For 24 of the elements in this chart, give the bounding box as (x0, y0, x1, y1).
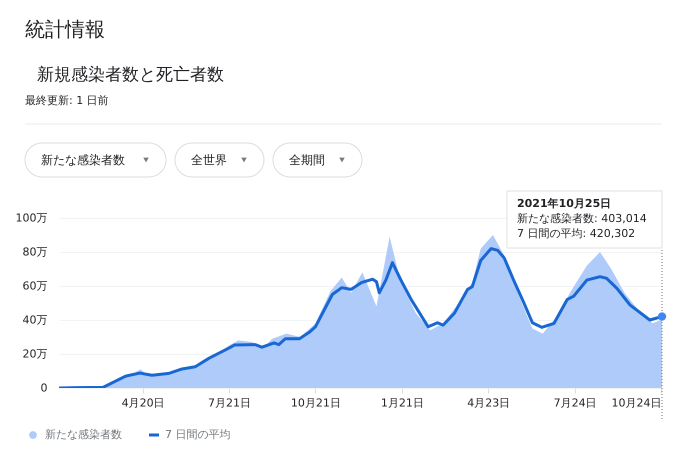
annotation: 7 日間の平均: 420,302 (517, 227, 636, 240)
text: 2021年10月25日 (517, 197, 612, 210)
legend-label: 7 日間の平均 (165, 428, 230, 441)
y-tick-label: 40万 (22, 314, 48, 326)
y-tick-label: 100万 (16, 212, 48, 224)
x-tick-label: 7月21日 (208, 396, 252, 410)
x-tick-label: 4月23日 (467, 396, 510, 410)
legend-label: 新たな感染者数 (45, 428, 122, 441)
chart-subtitle: 新規感染者数と死亡者数 (37, 65, 224, 85)
x-tick-label: 4月20日 (122, 396, 165, 410)
x-tick-label: 10月24日 (612, 396, 662, 410)
text: 全期間 (289, 153, 325, 167)
x-tick-label: 1月21日 (380, 396, 424, 410)
y-tick-label: 20万 (22, 348, 48, 360)
text: 全世界 (191, 153, 227, 167)
x-tick-label: 7月24日 (554, 396, 597, 410)
annotation: 新たな感染者数: 403,014 (517, 212, 647, 225)
x-tick-label: 10月21日 (290, 396, 341, 410)
text: 新たな感染者数 (41, 153, 125, 167)
y-tick-label: 60万 (22, 280, 48, 292)
y-tick-label: 0 (40, 382, 48, 394)
chart-title: 統計情報 (25, 17, 105, 41)
y-tick-label: 80万 (22, 246, 48, 258)
text: 最終更新: 1 日前 (25, 94, 109, 107)
